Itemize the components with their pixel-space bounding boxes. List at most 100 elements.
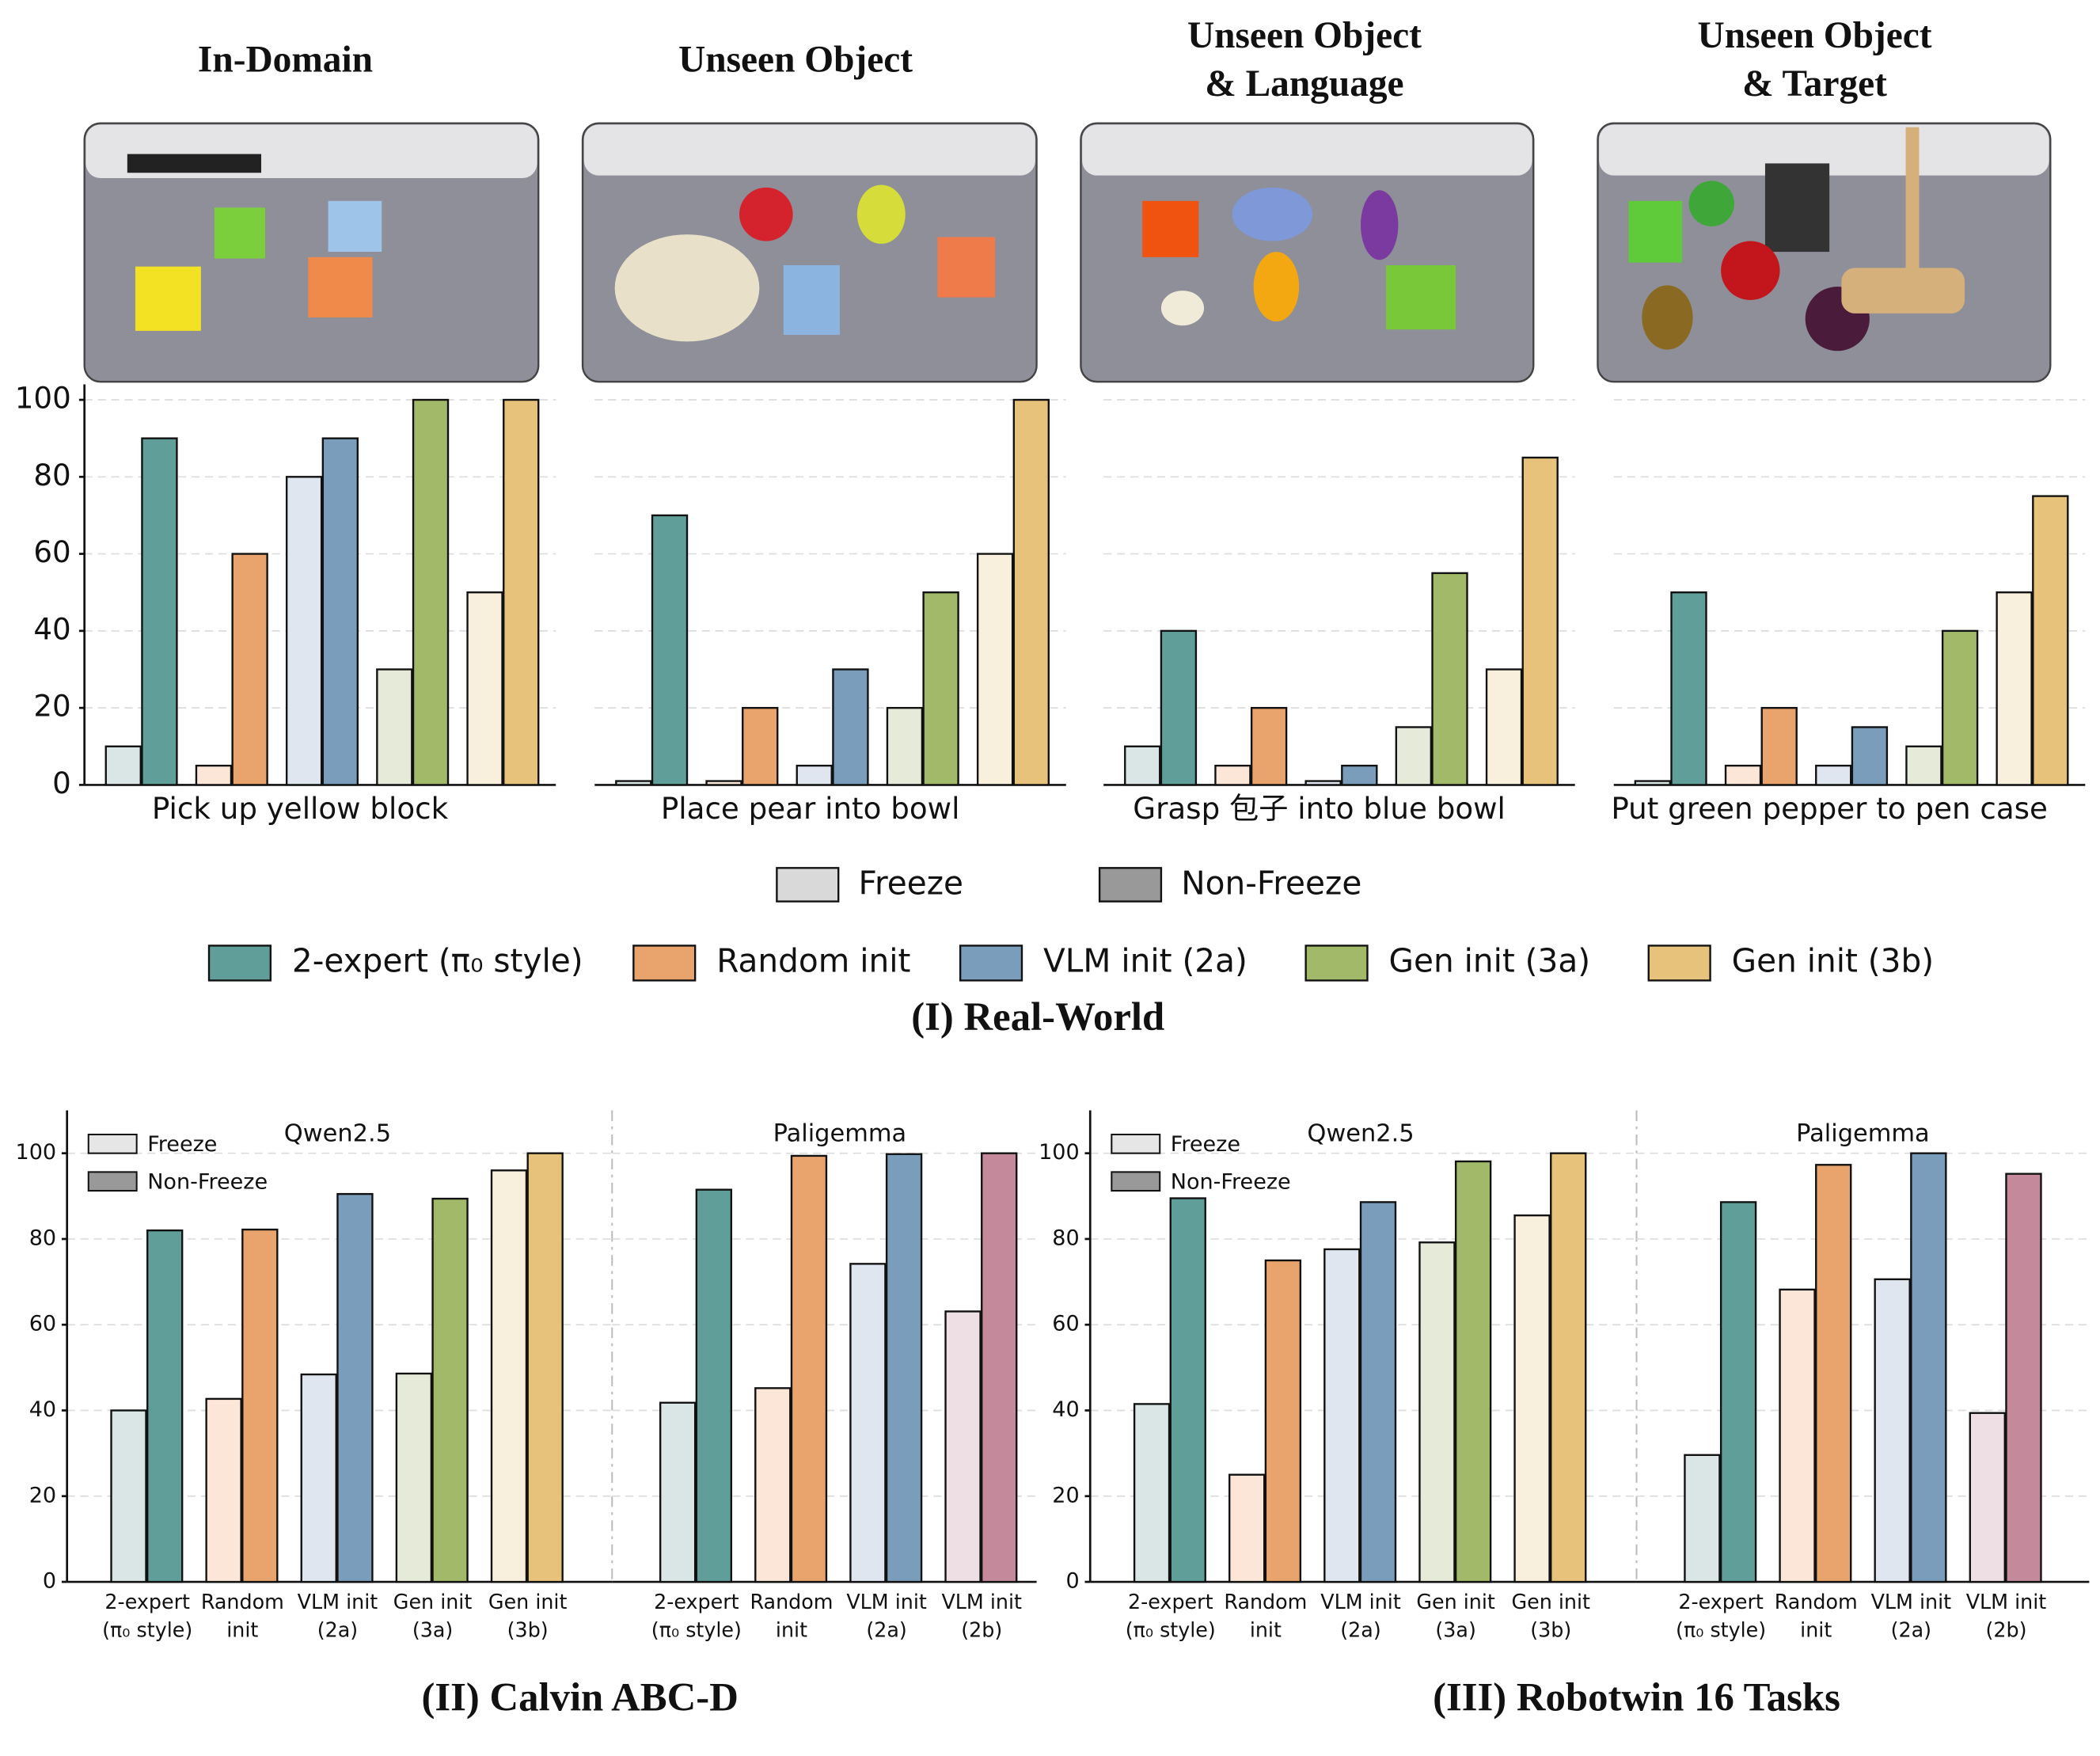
bar	[1323, 1248, 1361, 1583]
y-tick-label: 80	[29, 1226, 56, 1250]
bar	[1815, 764, 1852, 786]
bar	[944, 1310, 982, 1583]
x-tick-label: init	[226, 1618, 258, 1642]
bar	[503, 398, 540, 786]
bar	[336, 1192, 374, 1583]
y-tick-label: 0	[43, 1569, 56, 1594]
section-title: (II) Calvin ABC-D	[421, 1674, 738, 1719]
bar	[1815, 1164, 1852, 1583]
bar	[1395, 726, 1433, 786]
bar	[431, 1197, 469, 1583]
bar	[1874, 1278, 1911, 1583]
bar	[1169, 1197, 1206, 1583]
legend-swatch	[87, 1171, 138, 1192]
bar	[1012, 398, 1050, 786]
x-tick-label: (2a)	[317, 1618, 358, 1642]
legend-label: Freeze	[1171, 1132, 1240, 1157]
bar	[104, 745, 142, 786]
y-tick-label: 20	[33, 689, 70, 724]
legend-label: Non-Freeze	[1171, 1169, 1291, 1194]
bar	[300, 1373, 337, 1583]
y-tick-label: 100	[16, 1140, 57, 1165]
bar	[790, 1154, 828, 1583]
x-tick-label: (2a)	[1891, 1618, 1931, 1642]
bar	[285, 476, 323, 786]
bar	[1264, 1259, 1302, 1583]
x-tick-label: 2-expert	[1678, 1590, 1764, 1613]
y-tick-label: 100	[15, 381, 71, 416]
legend-label: Gen init (3b)	[1732, 941, 1934, 979]
bar	[2032, 495, 2069, 786]
bar	[1851, 726, 1889, 786]
bar	[1969, 1412, 2006, 1583]
legend-label: Non-Freeze	[1181, 864, 1361, 902]
legend-swatch	[1098, 867, 1163, 903]
bar	[1719, 1201, 1757, 1583]
bar	[1431, 572, 1468, 786]
x-tick-label: (2a)	[1340, 1618, 1380, 1642]
bar	[615, 780, 652, 786]
bar	[1905, 745, 1942, 786]
x-tick-label: Random	[1775, 1590, 1858, 1613]
section-title: (III) Robotwin 16 Tasks	[1433, 1674, 1840, 1719]
y-tick-label: 40	[1052, 1397, 1079, 1422]
legend-label: VLM init (2a)	[1043, 941, 1247, 979]
x-tick-label: (2b)	[961, 1618, 1002, 1642]
bar	[1513, 1214, 1551, 1583]
legend-label: Non-Freeze	[147, 1169, 268, 1194]
bar	[742, 706, 779, 786]
panel-title: Unseen Object	[1187, 15, 1422, 56]
bar	[231, 553, 268, 786]
bar	[885, 1153, 923, 1583]
bar	[241, 1228, 279, 1583]
x-tick-label: 2-expert	[104, 1590, 190, 1613]
bar	[146, 1229, 184, 1583]
panel-subtitle: Qwen2.5	[1307, 1119, 1414, 1147]
bar	[1418, 1241, 1456, 1583]
y-tick-label: 60	[33, 534, 70, 569]
bar	[659, 1401, 697, 1583]
x-tick-label: (2a)	[866, 1618, 906, 1642]
legend-swatch	[776, 867, 840, 903]
bar	[376, 668, 413, 786]
bar	[886, 706, 924, 786]
bar	[849, 1263, 887, 1583]
bar	[1760, 706, 1798, 786]
bar	[1941, 629, 1979, 786]
x-tick-label: (π₀ style)	[1126, 1618, 1216, 1642]
y-tick-label: 100	[1039, 1140, 1080, 1165]
y-tick-label: 40	[29, 1397, 56, 1422]
bar	[1341, 764, 1378, 786]
bar	[2005, 1173, 2042, 1583]
x-tick-label: VLM init	[1966, 1590, 2047, 1613]
legend-swatch	[207, 945, 272, 982]
x-tick-label: (3b)	[507, 1618, 549, 1642]
photo	[581, 122, 1038, 383]
bar	[1910, 1152, 1947, 1583]
bar	[141, 437, 178, 786]
bar	[1359, 1201, 1397, 1583]
y-tick-label: 80	[1052, 1226, 1079, 1250]
legend-swatch	[1111, 1171, 1161, 1192]
bar	[1214, 764, 1251, 786]
legend-label: Freeze	[859, 864, 963, 902]
x-tick-label: (3a)	[412, 1618, 453, 1642]
y-tick-label: 20	[1052, 1483, 1079, 1507]
photo	[1597, 122, 2052, 383]
bar	[651, 514, 689, 786]
bar	[1454, 1160, 1492, 1583]
panel-subtitle: Paligemma	[773, 1119, 907, 1147]
x-tick-label: Gen init	[1511, 1590, 1590, 1613]
bar	[1228, 1473, 1266, 1583]
x-tick-label: (π₀ style)	[651, 1618, 742, 1642]
legend-swatch	[1111, 1133, 1161, 1154]
legend-swatch	[1647, 945, 1711, 982]
x-tick-label: VLM init	[298, 1590, 378, 1613]
x-tick-label: (π₀ style)	[102, 1618, 192, 1642]
x-label: Place pear into bowl	[661, 791, 960, 826]
y-tick-label: 20	[29, 1483, 56, 1507]
legend-label: Random init	[716, 941, 910, 979]
x-tick-label: Gen init	[488, 1590, 568, 1613]
legend-label: 2-expert (π₀ style)	[292, 941, 583, 979]
bar	[526, 1152, 564, 1583]
